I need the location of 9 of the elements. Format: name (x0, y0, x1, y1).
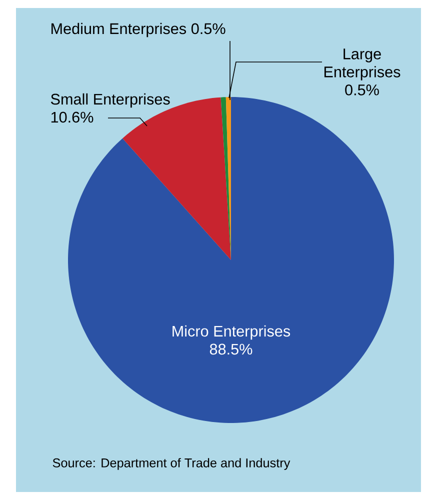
data-label: 10.6% (51, 112, 94, 123)
source-note: Source: Department of Trade and Industry (52, 458, 290, 470)
data-label: 0.5% (191, 23, 226, 34)
slice-label: Small Enterprises (50, 93, 170, 108)
data-label: 88.5% (210, 344, 252, 355)
slice-label: Medium Enterprises (52, 22, 186, 38)
slice-label: Micro Enterprises (172, 325, 290, 340)
data-label: 0.5% (345, 84, 379, 96)
slice-label: Large Enterprises (324, 48, 400, 80)
